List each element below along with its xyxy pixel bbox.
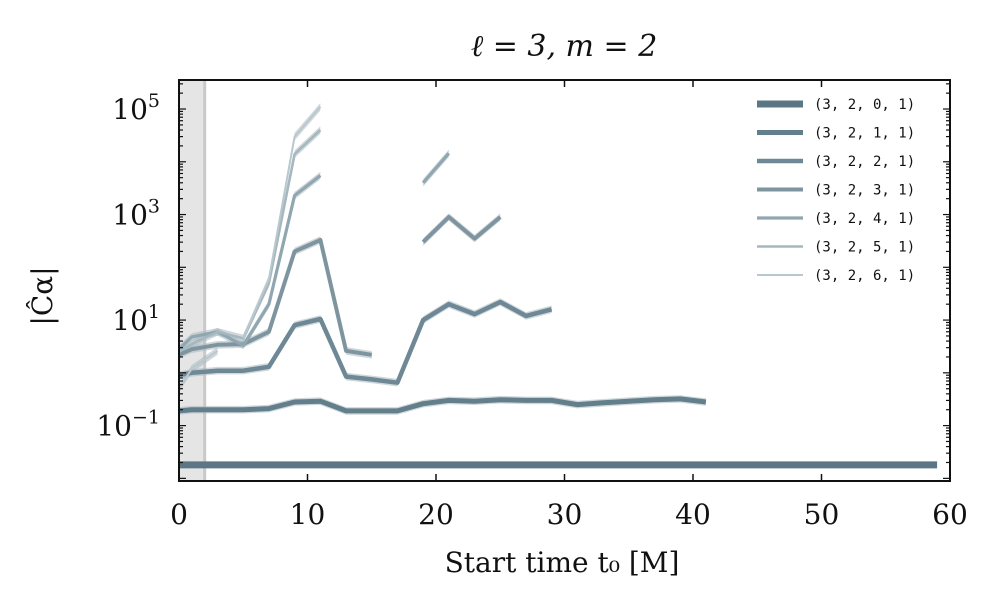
x-tick-label: 30 [547,498,583,531]
y-axis-title: |Ĉα| [25,266,59,325]
series-line-3-segment-1 [179,299,553,385]
series-layer [179,106,938,469]
legend-label-5: (3, 2, 4, 1) [814,211,915,227]
series-line-7-segment-2 [242,106,322,339]
series-line-5-segment-2 [421,152,451,184]
y-axis-ticks: 105 103 101 10−1 [96,83,950,479]
x-tick-label: 60 [932,498,968,531]
series-line-4-segment-1 [179,238,373,357]
x-tick-label: 0 [170,498,188,531]
legend-label-6: (3, 2, 5, 1) [814,240,915,256]
series-line-7-segment-1 [179,350,219,390]
series-line-2-segment-1 [179,396,707,414]
chart-title: ℓ = 3, m = 2 [471,29,658,64]
legend-label-2: (3, 2, 1, 1) [814,126,915,142]
shaded-region [179,80,205,481]
series-line-4-segment-2 [421,215,502,244]
y-tick-label: 10−1 [96,407,160,443]
x-tick-label: 40 [675,498,711,531]
series-band-5-1 [179,171,321,353]
legend-label-3: (3, 2, 2, 1) [814,154,915,170]
legend-label-7: (3, 2, 6, 1) [814,268,915,284]
x-axis-title: Start time t₀ [M] [445,546,680,579]
x-tick-label: 20 [418,498,454,531]
y-tick-label: 105 [112,90,160,126]
shaded-region-layer [179,80,207,481]
y-tick-label: 101 [112,301,160,337]
series-line-5-segment-1 [179,174,322,351]
y-tick-label: 103 [112,196,160,232]
legend-label-4: (3, 2, 3, 1) [814,183,915,199]
x-axis-ticks: 0 10 20 30 40 50 60 [170,80,968,531]
legend-label-1: (3, 2, 0, 1) [814,97,915,113]
x-tick-label: 50 [804,498,840,531]
legend: (3, 2, 0, 1) (3, 2, 1, 1) (3, 2, 2, 1) (3, … [757,97,915,284]
x-tick-label: 10 [290,498,326,531]
